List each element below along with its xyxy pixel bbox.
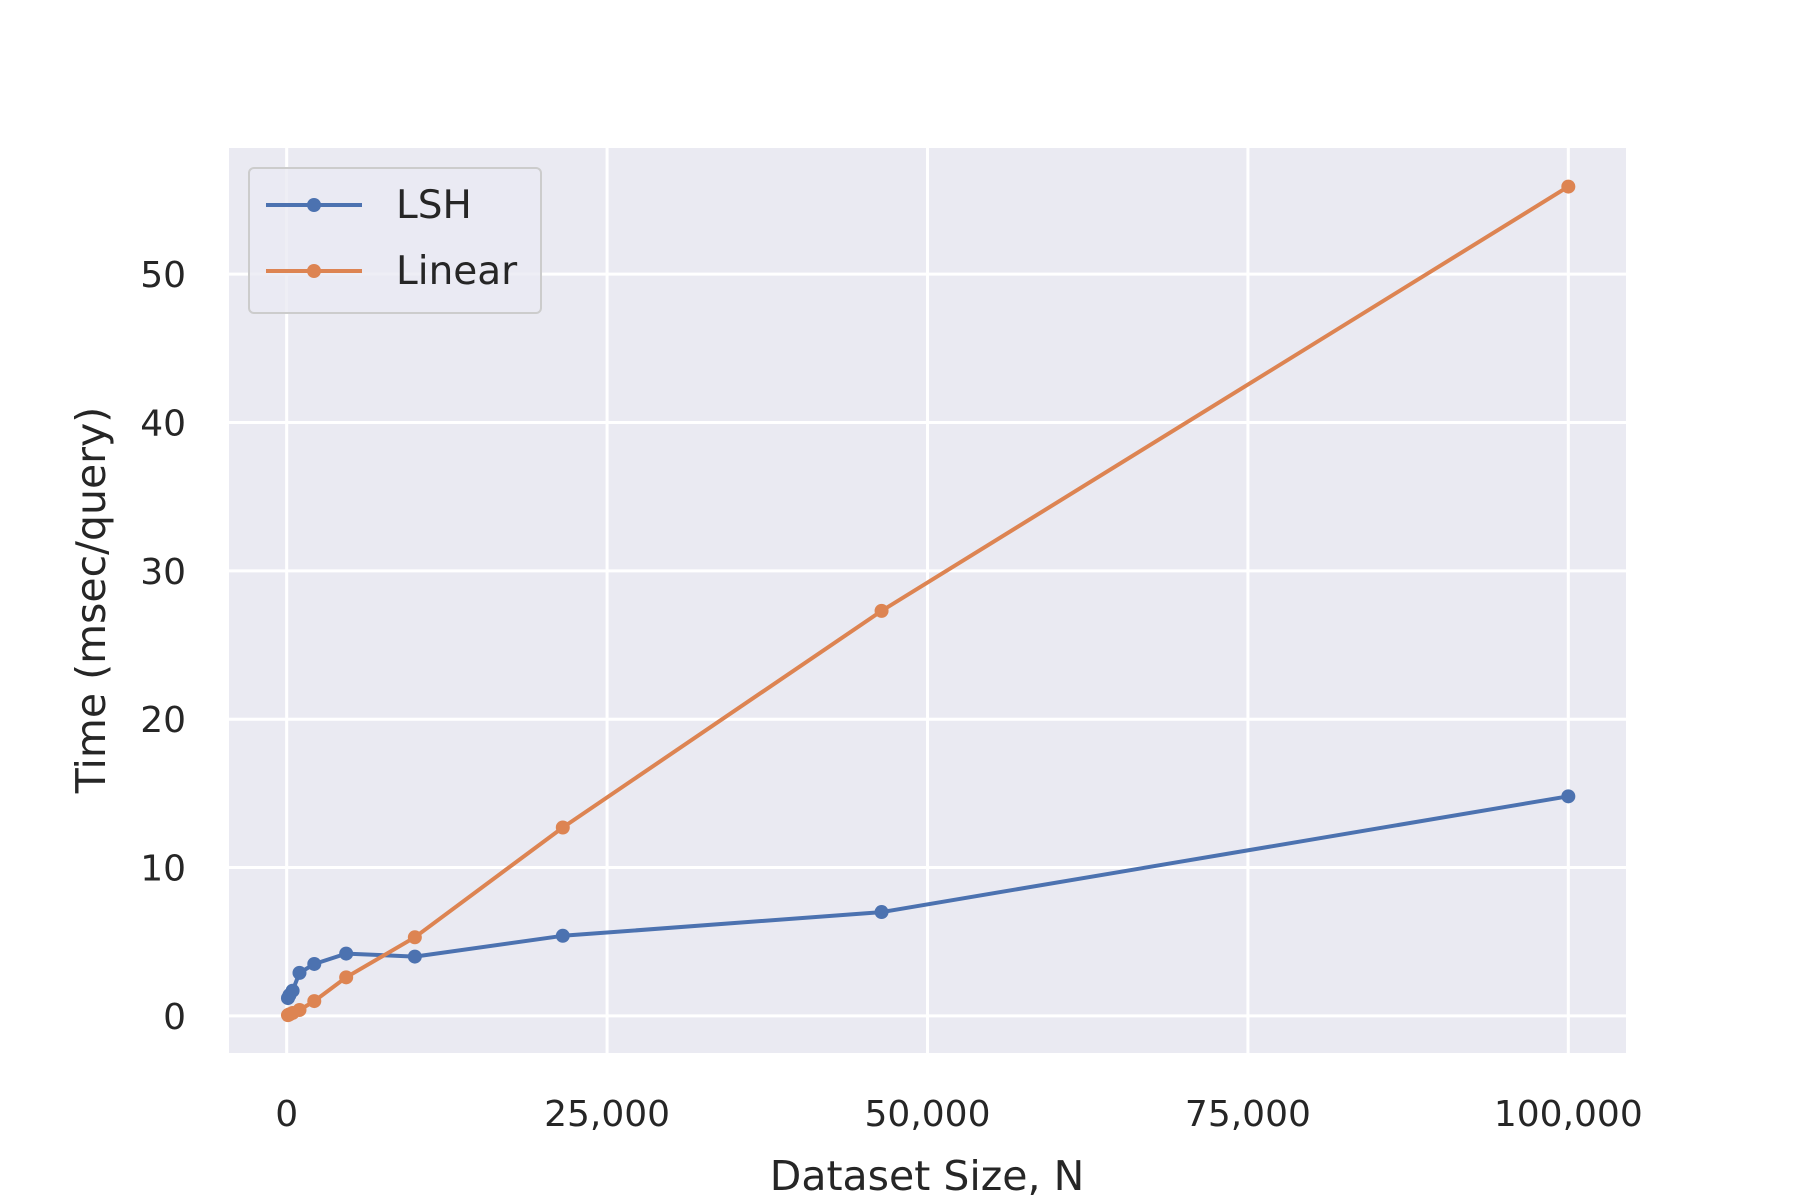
data-point-linear xyxy=(307,994,322,1009)
legend-label-lsh: LSH xyxy=(396,183,472,228)
y-tick-label: 30 xyxy=(140,552,186,593)
data-point-linear xyxy=(407,930,422,945)
data-point-lsh xyxy=(555,928,570,943)
x-tick-label: 75,000 xyxy=(1185,1094,1311,1135)
x-axis-title: Dataset Size, N xyxy=(770,1152,1085,1200)
data-point-linear xyxy=(292,1002,307,1017)
y-tick-label: 0 xyxy=(163,997,186,1038)
y-tick-label: 50 xyxy=(140,255,186,296)
data-point-lsh xyxy=(407,949,422,964)
y-tick-label: 40 xyxy=(140,403,186,444)
data-point-lsh xyxy=(874,905,889,920)
data-point-lsh xyxy=(1561,789,1576,804)
data-point-linear xyxy=(339,970,354,985)
y-tick-label: 10 xyxy=(140,849,186,890)
x-tick-label: 25,000 xyxy=(544,1094,670,1135)
data-point-linear xyxy=(874,603,889,618)
y-axis-title: Time (msec/query) xyxy=(67,407,115,795)
data-point-lsh xyxy=(307,956,322,971)
y-tick-label: 20 xyxy=(140,700,186,741)
x-tick-labels: 0 25,000 50,000 75,000 100,000 xyxy=(275,1094,1643,1135)
x-tick-label: 0 xyxy=(275,1094,298,1135)
x-tick-label: 50,000 xyxy=(865,1094,991,1135)
data-point-lsh xyxy=(285,983,300,998)
grid-lines xyxy=(229,148,1626,1053)
legend: LSH Linear xyxy=(248,167,542,314)
data-point-lsh xyxy=(292,965,307,980)
data-point-linear xyxy=(1561,179,1576,194)
legend-marker-linear xyxy=(307,264,321,278)
data-point-linear xyxy=(555,820,570,835)
legend-marker-lsh xyxy=(307,198,321,212)
legend-label-linear: Linear xyxy=(396,249,518,294)
data-point-lsh xyxy=(339,946,354,961)
x-tick-label: 100,000 xyxy=(1494,1094,1643,1135)
y-tick-labels: 0 10 20 30 40 50 xyxy=(140,255,186,1038)
series-layer xyxy=(280,179,1576,1023)
